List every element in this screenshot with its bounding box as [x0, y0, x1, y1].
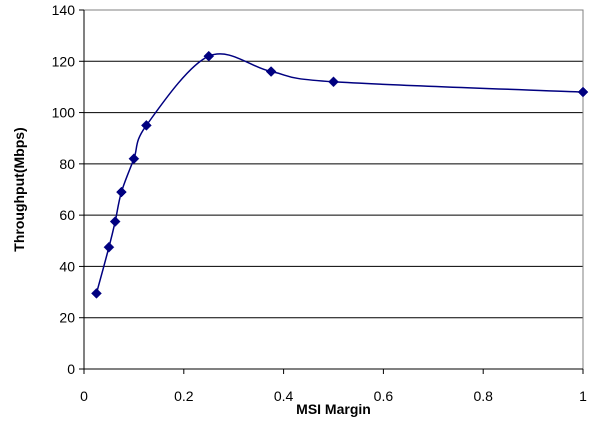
y-axis-ticks: 0 20 40 60 80 100 120 140 [52, 2, 84, 377]
y-tick-label: 20 [59, 310, 75, 326]
data-point-marker [328, 76, 339, 88]
data-point-marker [116, 186, 127, 198]
y-tick-label: 120 [52, 53, 76, 69]
data-point-marker [141, 120, 152, 131]
x-tick-label: 0.6 [374, 388, 394, 404]
y-tick-label: 60 [59, 207, 75, 223]
y-tick-label: 0 [67, 361, 75, 377]
x-axis-ticks: 0 0.2 0.4 0.6 0.8 1 [80, 369, 587, 404]
series-group [91, 50, 589, 299]
y-tick-label: 100 [52, 105, 76, 121]
plot-area-frame [83, 9, 584, 370]
series-line [95, 53, 584, 294]
data-point-marker [128, 153, 140, 165]
x-tick-label: 0 [80, 388, 88, 404]
data-point-marker [109, 216, 121, 227]
data-point-marker [577, 86, 589, 98]
x-tick-label: 1 [579, 388, 587, 404]
y-tick-label: 40 [59, 258, 75, 274]
gridlines [84, 60, 583, 319]
data-point-marker [91, 288, 102, 299]
y-axis-title: Throughput(Mbps) [11, 127, 27, 251]
x-axis-title: MSI Margin [296, 401, 371, 417]
data-point-marker [103, 241, 115, 253]
y-tick-label: 80 [59, 156, 75, 172]
data-point-marker [203, 50, 215, 62]
x-tick-label: 0.8 [473, 388, 493, 404]
x-tick-label: 0.2 [174, 388, 194, 404]
data-point-marker [265, 66, 277, 77]
y-tick-label: 140 [52, 2, 76, 18]
x-tick-label: 0.4 [274, 388, 294, 404]
